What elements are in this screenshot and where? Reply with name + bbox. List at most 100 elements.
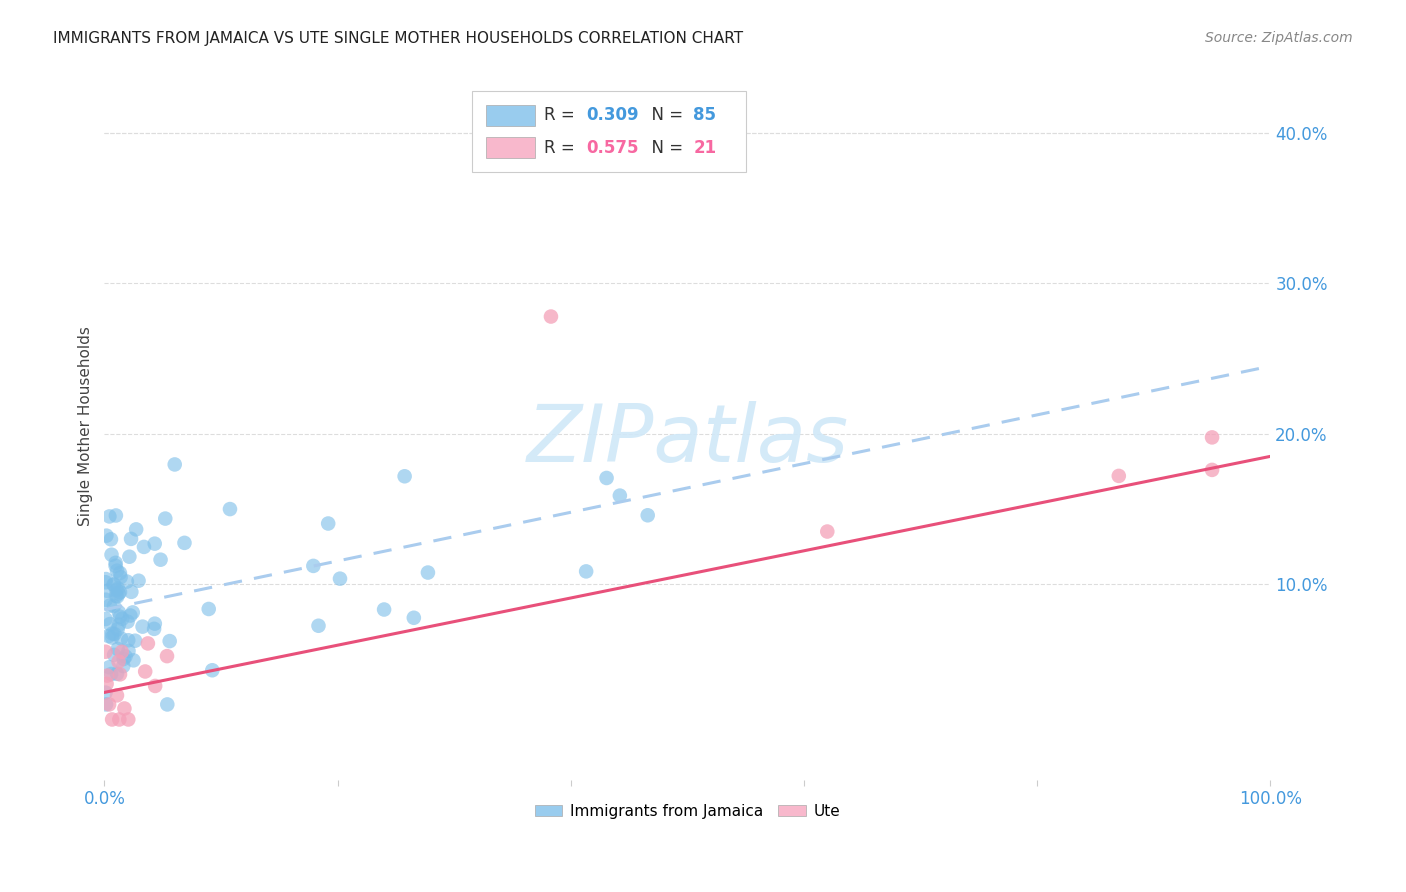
Point [121, 606, 143, 620]
Point [143, 622, 166, 636]
Point [112, 701, 135, 715]
Point [134, 665, 156, 679]
Point [117, 644, 139, 658]
Text: R =: R = [544, 106, 579, 124]
Point [122, 653, 145, 667]
Point [120, 532, 142, 546]
Point [155, 511, 177, 525]
Point [108, 617, 131, 632]
Point [94, 698, 117, 712]
Point [104, 556, 127, 570]
Point [105, 564, 128, 578]
Point [111, 645, 134, 659]
Point [394, 469, 416, 483]
Point [416, 566, 439, 580]
Point [94, 575, 117, 590]
Point [107, 655, 129, 669]
Point [105, 589, 128, 603]
Point [117, 713, 139, 727]
Text: IMMIGRANTS FROM JAMAICA VS UTE SINGLE MOTHER HOUSEHOLDS CORRELATION CHART: IMMIGRANTS FROM JAMAICA VS UTE SINGLE MO… [53, 31, 744, 46]
Point [201, 663, 224, 677]
Point [156, 698, 179, 712]
Text: 85: 85 [693, 106, 716, 124]
Point [96, 668, 118, 682]
Point [637, 508, 659, 523]
Legend: Immigrants from Jamaica, Ute: Immigrants from Jamaica, Ute [529, 797, 846, 825]
Point [108, 585, 131, 599]
Point [107, 582, 129, 596]
Point [96, 529, 118, 543]
Point [125, 522, 148, 536]
Point [108, 566, 131, 580]
Point [316, 516, 339, 531]
Point [143, 616, 166, 631]
Point [132, 540, 155, 554]
Point [103, 577, 125, 591]
Point [108, 667, 131, 681]
Point [302, 558, 325, 573]
Point [1201, 463, 1223, 477]
Point [308, 619, 330, 633]
Point [94, 685, 117, 699]
Point [103, 648, 125, 662]
Point [118, 549, 141, 564]
Point [96, 677, 118, 691]
FancyBboxPatch shape [471, 91, 745, 172]
Point [103, 599, 125, 613]
Point [94, 572, 117, 586]
Point [94, 645, 117, 659]
Text: N =: N = [641, 106, 688, 124]
Text: Source: ZipAtlas.com: Source: ZipAtlas.com [1205, 31, 1353, 45]
Point [104, 508, 127, 523]
Point [575, 565, 598, 579]
Point [101, 713, 124, 727]
Point [143, 679, 166, 693]
Point [219, 502, 242, 516]
Point [1108, 469, 1130, 483]
Point [540, 310, 562, 324]
Point [94, 592, 117, 607]
Point [103, 577, 125, 591]
Point [115, 574, 138, 589]
Point [96, 583, 118, 598]
Point [105, 666, 128, 681]
Point [143, 536, 166, 550]
Point [159, 634, 181, 648]
Point [104, 558, 127, 573]
Point [107, 622, 129, 636]
FancyBboxPatch shape [485, 104, 534, 126]
Point [98, 617, 121, 632]
Point [108, 605, 131, 619]
Text: 21: 21 [693, 139, 716, 157]
Point [98, 509, 121, 524]
Point [111, 612, 134, 626]
Point [98, 698, 121, 712]
Point [98, 660, 121, 674]
Point [97, 629, 120, 643]
Point [100, 533, 122, 547]
Point [120, 608, 142, 623]
Point [100, 548, 122, 562]
Point [101, 626, 124, 640]
Point [114, 649, 136, 664]
Point [108, 609, 131, 624]
Point [110, 632, 132, 646]
Point [402, 611, 425, 625]
Point [120, 585, 142, 599]
Point [105, 583, 128, 598]
Text: R =: R = [544, 139, 579, 157]
Point [197, 602, 219, 616]
Point [110, 570, 132, 584]
Point [117, 633, 139, 648]
Point [128, 574, 150, 588]
Point [131, 620, 153, 634]
Point [108, 713, 131, 727]
Point [1201, 430, 1223, 444]
Point [117, 615, 139, 629]
Point [112, 659, 135, 673]
Point [100, 667, 122, 681]
Point [124, 633, 146, 648]
Point [595, 471, 617, 485]
Point [173, 536, 195, 550]
Point [136, 636, 159, 650]
